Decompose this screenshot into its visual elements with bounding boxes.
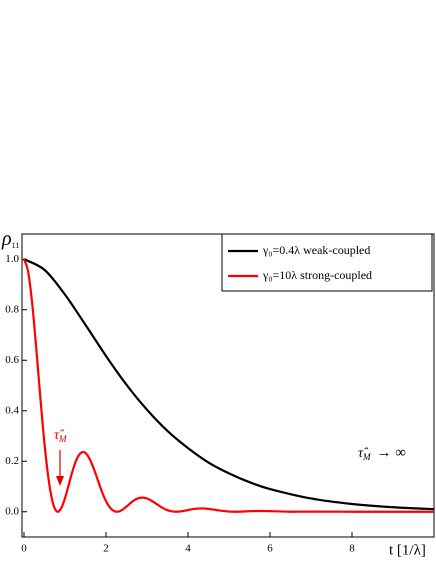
annotation-subscript: M [58,434,67,444]
y-tick-label: 0.4 [5,404,19,416]
y-axis-label: ρ11 [1,228,19,250]
y-label-symbol: ρ [1,228,12,250]
annotation-subscript: M [362,452,371,462]
y-tick-label: 0.2 [5,455,19,467]
annotation: τ̂M → ∞ [358,445,406,462]
x-tick-label: 2 [103,543,109,555]
y-tick-label: 0.0 [5,505,19,517]
y-tick-label: 0.8 [5,303,19,315]
legend-box [221,233,433,292]
x-tick-label: 4 [185,543,191,555]
annotation-arrowhead [56,476,64,486]
annotation: τ̂M [54,428,67,444]
annotation-suffix: → ∞ [377,445,406,461]
y-tick-label: 0.6 [5,354,19,366]
y-label-subscript: 11 [12,241,20,250]
x-tick-label: 6 [267,543,273,555]
series-line [22,258,434,513]
x-tick-label: 0 [21,543,27,555]
x-axis-label: t [1/λ] [389,542,426,558]
x-tick-label: 8 [349,543,355,555]
legend-label: γ₀=0.4λ weak-coupled [262,243,370,257]
series-line [23,258,435,511]
y-tick-label: 1.0 [5,253,19,265]
legend-label: γ₀=10λ strong-coupled [262,268,372,282]
